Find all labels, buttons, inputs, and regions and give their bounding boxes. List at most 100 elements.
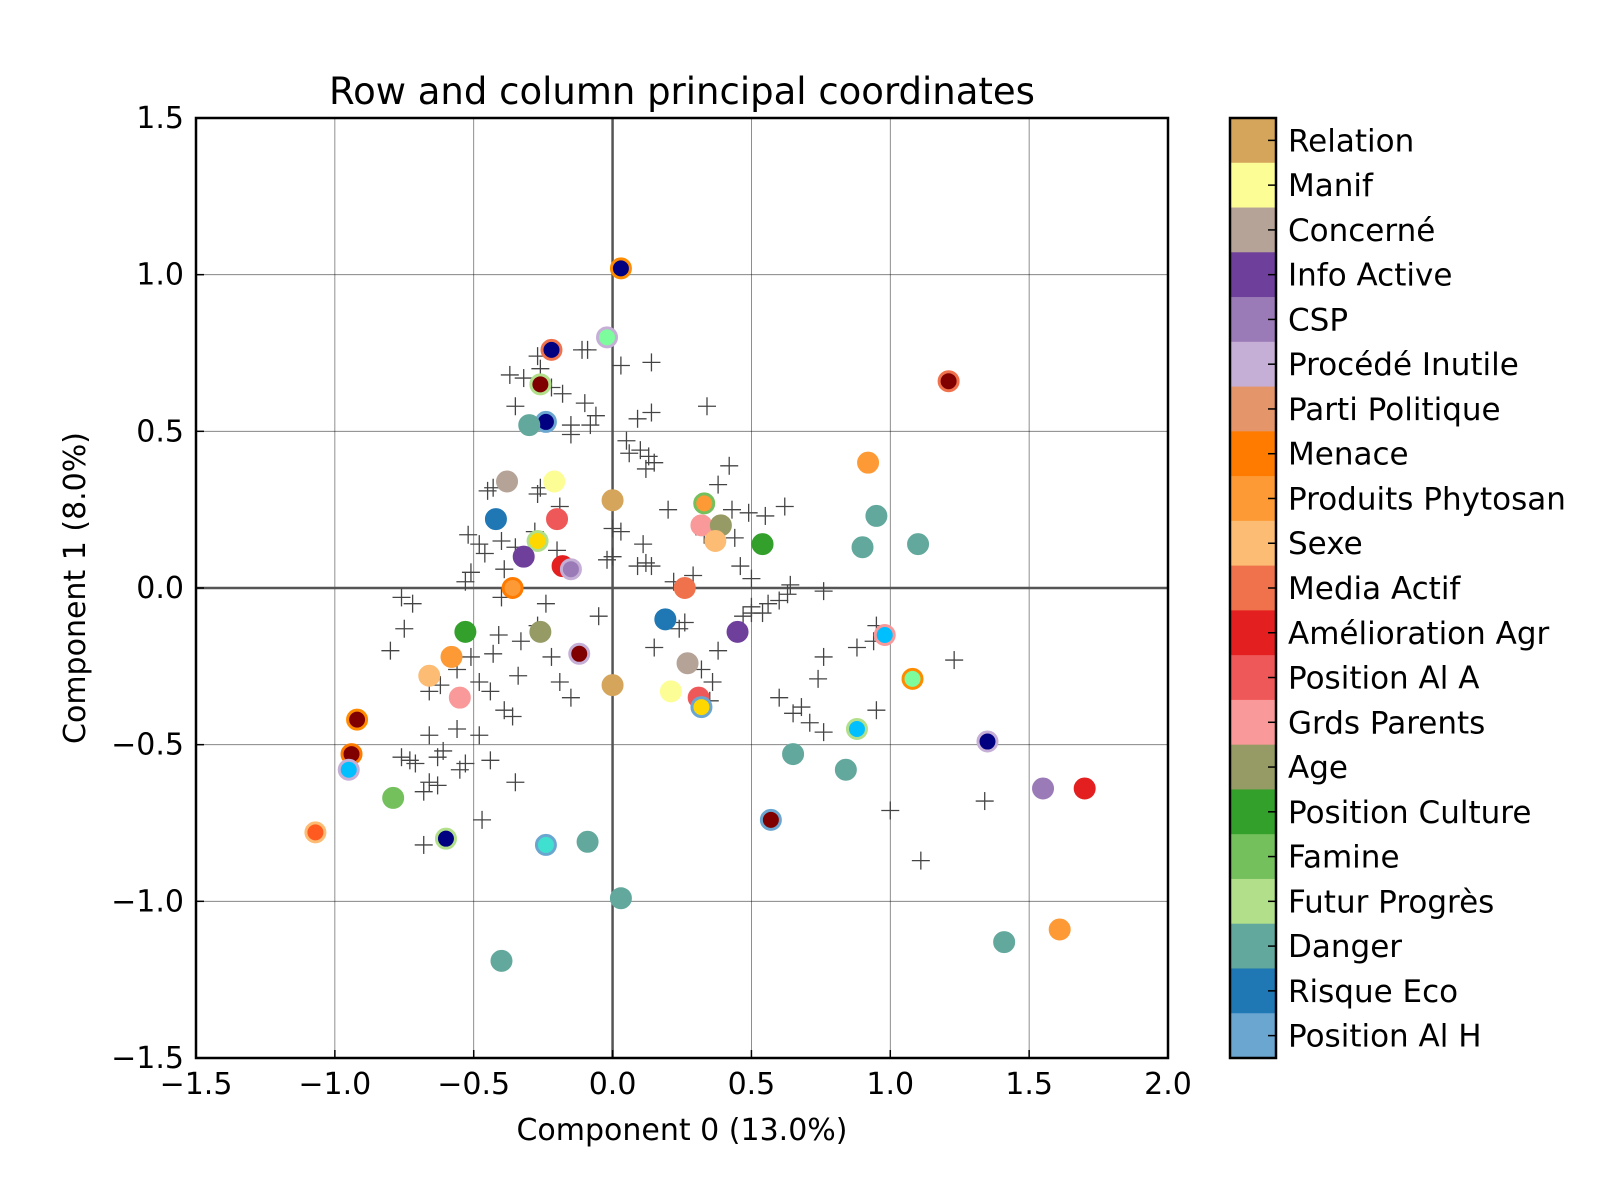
column-point [484,508,507,531]
legend-label: Sexe [1288,526,1363,562]
column-point [576,830,599,853]
x-tick-label: −1.0 [298,1067,371,1102]
row-point-cross [475,544,494,563]
x-axis-ticks: −1.5 −1.0 −0.5 0.0 0.5 1.0 1.5 2.0 [160,1050,1192,1102]
row-point-cross [506,397,525,416]
row-point-cross [603,547,622,566]
row-point-cross [628,557,647,576]
column-point [448,686,471,709]
column-point [845,718,868,740]
row-point-cross [770,591,789,610]
row-point-cross [756,506,775,525]
legend-label: Media Actif [1288,571,1461,607]
row-point-cross [725,528,744,547]
legend-label: Position Culture [1288,795,1531,831]
column-point [609,887,632,910]
row-point-cross [847,638,866,657]
row-point-cross [911,851,930,870]
column-point [659,680,682,703]
column-coordinate-markers [304,257,1096,972]
legend-label: Info Active [1288,258,1452,294]
row-point-cross [450,760,469,779]
x-tick-label: 1.0 [866,1067,914,1102]
column-point [704,530,727,552]
column-point [490,949,513,972]
column-point [834,758,857,781]
row-point-cross [775,497,794,516]
y-tick-label: −0.5 [111,728,184,763]
column-point [529,620,552,643]
column-point [851,536,874,559]
column-point [496,470,519,493]
legend-label: Danger [1288,929,1402,965]
row-point-cross [400,751,419,770]
legend-label: Manif [1288,168,1374,204]
column-point [1032,777,1055,800]
row-point-cross [461,647,480,666]
row-point-cross [473,810,492,829]
column-point [568,642,591,665]
y-tick-label: −1.5 [111,1041,184,1076]
row-point-cross [448,720,467,738]
legend-label: Produits Phytosan [1288,481,1566,517]
column-point [337,758,360,781]
row-point-cross [709,641,728,660]
row-point-cross [395,619,414,638]
column-point [518,414,541,437]
column-point [976,730,999,753]
row-point-cross [492,532,511,550]
legend-label: Amélioration Agr [1288,616,1550,652]
row-point-cross [428,776,447,795]
y-axis-ticks: −1.5 −1.0 −0.5 0.0 0.5 1.0 1.5 [111,101,204,1076]
row-point-cross [509,666,528,685]
row-point-cross [414,835,433,854]
column-point [676,652,699,675]
x-tick-label: −1.5 [160,1067,233,1102]
legend-label: Famine [1288,840,1400,876]
row-point-cross [470,535,489,554]
row-point-cross [709,475,728,494]
row-point-cross [781,575,800,594]
row-point-cross [550,673,569,691]
legend-label: Risque Eco [1288,974,1458,1010]
row-point-cross [489,626,508,644]
legend-label: Age [1288,750,1348,786]
row-point-cross [742,569,761,588]
y-tick-label: 0.0 [136,571,184,606]
row-point-cross [722,500,741,519]
legend-label: Position Al A [1288,661,1479,697]
column-point [601,674,624,697]
row-point-cross [881,801,900,820]
chart-title: Row and column principal coordinates [329,70,1035,113]
row-point-cross [589,607,608,626]
column-point [512,545,535,568]
row-point-cross [975,792,994,811]
row-point-cross [720,456,739,475]
column-point [1073,777,1096,800]
row-point-cross [814,582,833,601]
row-point-cross [511,632,530,651]
column-point [693,492,716,515]
row-point-cross [742,604,761,623]
row-point-cross [481,751,500,770]
row-point-cross [484,644,503,663]
row-point-cross [642,403,661,422]
row-point-cross [867,701,886,720]
column-point [857,451,880,474]
column-point [993,931,1016,954]
column-point [440,645,463,668]
row-point-cross [495,560,514,579]
column-point [601,489,624,512]
row-point-cross [536,594,555,613]
x-tick-label: −0.5 [437,1067,510,1102]
row-point-cross [420,726,439,745]
legend-label: Grds Parents [1288,705,1485,741]
row-point-cross [561,425,580,444]
column-point [526,530,549,552]
row-point-cross [428,748,447,767]
row-point-cross [392,748,411,767]
row-point-cross [792,698,811,717]
y-tick-label: 1.0 [136,258,184,293]
column-point [543,470,566,493]
